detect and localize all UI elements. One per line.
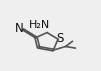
Text: H₂N: H₂N xyxy=(29,20,50,30)
Text: S: S xyxy=(57,32,64,45)
Text: N: N xyxy=(15,22,23,35)
